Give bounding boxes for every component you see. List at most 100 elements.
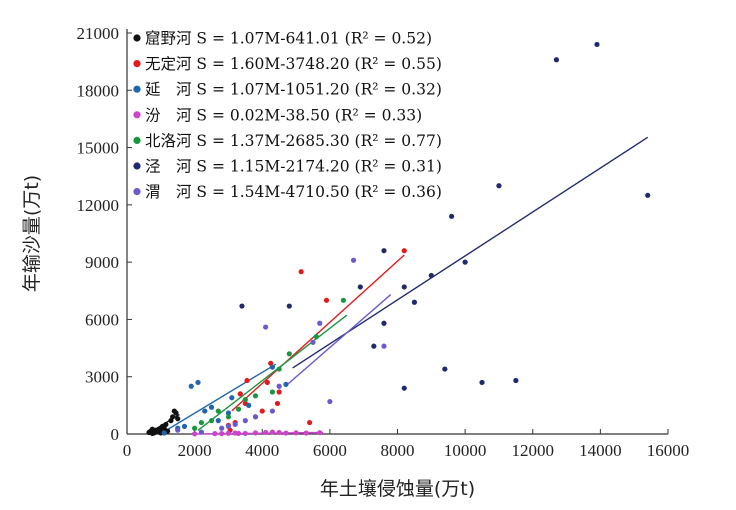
data-point-渭河 bbox=[252, 414, 259, 420]
data-point-北洛河 bbox=[215, 408, 221, 414]
data-point-汾河 bbox=[293, 430, 299, 436]
data-point-北洛河 bbox=[269, 389, 275, 395]
legend-marker-窟野河 bbox=[133, 34, 141, 42]
data-point-泾河 bbox=[401, 284, 407, 290]
data-point-汾河 bbox=[276, 429, 282, 436]
x-tick-label: 2000 bbox=[178, 441, 212, 460]
data-point-渭河 bbox=[327, 398, 333, 405]
data-point-窟野河 bbox=[149, 426, 155, 432]
data-point-北洛河 bbox=[313, 334, 319, 340]
data-point-汾河 bbox=[235, 430, 242, 437]
data-point-窟野河 bbox=[163, 421, 169, 428]
data-point-泾河 bbox=[381, 248, 387, 254]
data-point-延河 bbox=[161, 430, 167, 436]
data-point-延河 bbox=[229, 395, 235, 401]
data-point-泾河 bbox=[401, 385, 407, 391]
data-point-渭河 bbox=[175, 427, 181, 433]
fit-line-渭河 bbox=[285, 294, 392, 387]
data-point-无定河 bbox=[306, 419, 313, 426]
data-point-无定河 bbox=[298, 269, 304, 275]
data-point-泾河 bbox=[411, 299, 418, 305]
data-point-延河 bbox=[215, 418, 221, 424]
x-tick-label: 14000 bbox=[579, 441, 622, 460]
data-point-渭河 bbox=[198, 429, 204, 435]
data-point-汾河 bbox=[192, 431, 198, 437]
data-point-渭河 bbox=[381, 343, 387, 349]
data-point-泾河 bbox=[357, 284, 363, 290]
data-point-泾河 bbox=[479, 379, 485, 386]
legend-entry-渭河: 渭 河 S = 1.54M-4710.50 (R² = 0.36) bbox=[145, 183, 442, 201]
y-tick-label: 15000 bbox=[77, 139, 120, 158]
data-point-渭河 bbox=[276, 383, 282, 389]
data-point-无定河 bbox=[259, 408, 265, 414]
data-point-北洛河 bbox=[235, 406, 242, 412]
y-tick-label: 0 bbox=[111, 425, 120, 444]
data-point-无定河 bbox=[401, 248, 407, 254]
data-point-延河 bbox=[188, 383, 194, 389]
legend-entry-窟野河: 窟野河 S = 1.07M-641.01 (R² = 0.52) bbox=[145, 30, 432, 48]
y-tick-label: 3000 bbox=[85, 368, 119, 387]
data-point-无定河 bbox=[244, 377, 250, 384]
data-point-泾河 bbox=[645, 192, 651, 198]
data-point-延河 bbox=[225, 410, 232, 416]
legend-marker-渭河 bbox=[133, 188, 141, 196]
y-tick-label: 18000 bbox=[77, 81, 120, 100]
data-point-泾河 bbox=[428, 272, 434, 279]
data-point-无定河 bbox=[264, 379, 270, 386]
data-point-泾河 bbox=[594, 41, 600, 48]
data-point-北洛河 bbox=[192, 425, 198, 431]
y-axis-title: 年输沙量(万t) bbox=[21, 175, 43, 292]
data-point-延河 bbox=[195, 379, 201, 386]
x-tick-label: 10000 bbox=[444, 441, 487, 460]
data-point-北洛河 bbox=[242, 397, 248, 403]
data-point-窟野河 bbox=[173, 410, 179, 416]
legend-entry-汾河: 汾 河 S = 0.02M-38.50 (R² = 0.33) bbox=[145, 106, 422, 124]
fit-line-北洛河 bbox=[197, 314, 348, 431]
axes: 0 2000 4000 6000 8000 10000 12000 14000 16000 0 30… bbox=[77, 24, 690, 460]
fit-line-延河 bbox=[160, 363, 277, 435]
legend: 窟野河 S = 1.07M-641.01 (R² = 0.52) 无定河 S = … bbox=[133, 30, 442, 201]
y-tick-label: 21000 bbox=[77, 24, 120, 43]
legend-marker-泾河 bbox=[133, 162, 141, 170]
data-point-汾河 bbox=[225, 430, 232, 436]
data-point-汾河 bbox=[269, 429, 275, 435]
x-tick-label: 12000 bbox=[512, 441, 555, 460]
data-point-汾河 bbox=[252, 430, 259, 436]
legend-marker-延河 bbox=[133, 85, 141, 93]
legend-marker-北洛河 bbox=[133, 136, 141, 144]
data-point-汾河 bbox=[219, 431, 225, 437]
data-point-汾河 bbox=[242, 430, 248, 437]
data-point-无定河 bbox=[276, 389, 282, 395]
data-point-窟野河 bbox=[175, 416, 181, 422]
legend-marker-汾河 bbox=[133, 111, 141, 119]
data-point-无定河 bbox=[323, 297, 330, 303]
data-point-北洛河 bbox=[252, 393, 259, 399]
data-point-延河 bbox=[283, 381, 289, 387]
x-tick-label: 16000 bbox=[647, 441, 690, 460]
data-points bbox=[146, 41, 651, 437]
fit-lines bbox=[150, 136, 649, 435]
data-point-泾河 bbox=[513, 377, 519, 384]
data-point-泾河 bbox=[462, 259, 468, 265]
y-tick-label: 6000 bbox=[85, 310, 119, 329]
data-point-泾河 bbox=[442, 366, 448, 372]
data-point-北洛河 bbox=[340, 297, 346, 303]
data-point-泾河 bbox=[553, 57, 560, 63]
data-point-泾河 bbox=[381, 320, 387, 326]
data-point-延河 bbox=[246, 402, 252, 408]
data-point-泾河 bbox=[449, 213, 455, 219]
data-point-渭河 bbox=[225, 423, 232, 429]
data-point-汾河 bbox=[212, 431, 218, 437]
fit-line-泾河 bbox=[292, 136, 649, 369]
data-point-无定河 bbox=[237, 391, 243, 397]
data-point-渭河 bbox=[242, 418, 248, 424]
data-point-渭河 bbox=[269, 408, 275, 414]
x-tick-label: 0 bbox=[123, 441, 132, 460]
data-point-延河 bbox=[202, 408, 208, 414]
data-point-北洛河 bbox=[208, 418, 215, 424]
data-point-渭河 bbox=[263, 324, 269, 330]
data-point-汾河 bbox=[263, 429, 269, 436]
data-point-延河 bbox=[181, 423, 188, 429]
x-tick-label: 8000 bbox=[381, 441, 415, 460]
